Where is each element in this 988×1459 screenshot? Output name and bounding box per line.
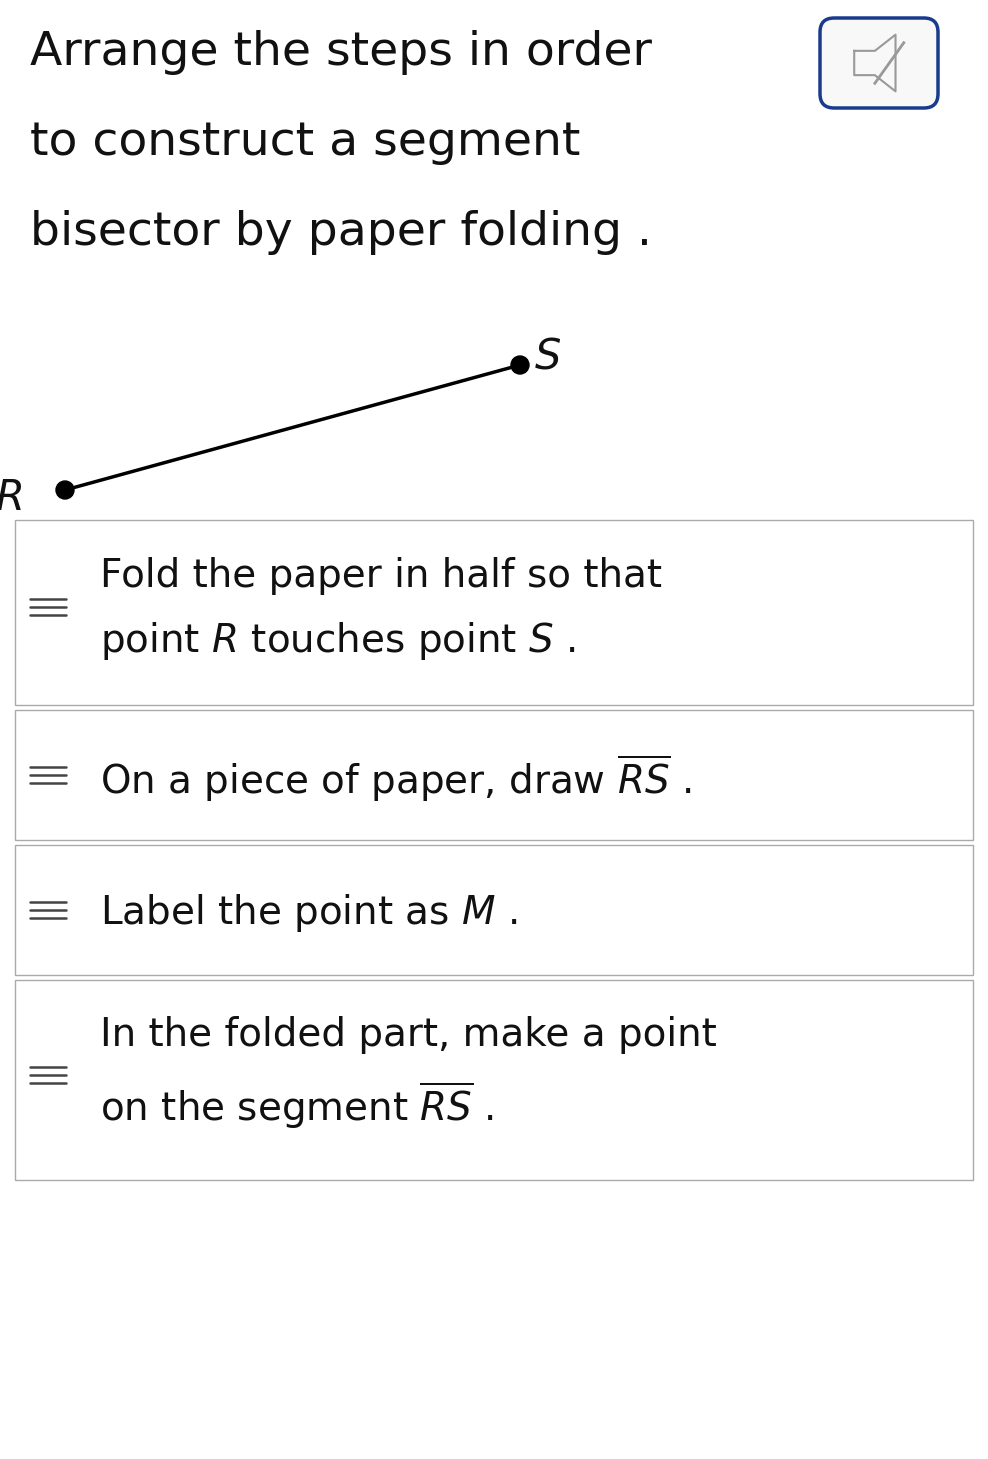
Bar	[15, 845, 973, 975]
FancyBboxPatch shape	[820, 18, 938, 108]
Bar	[15, 980, 973, 1180]
Text: point $R$ touches point $S$ .: point $R$ touches point $S$ .	[100, 620, 576, 662]
Text: bisector by paper folding .: bisector by paper folding .	[30, 210, 652, 255]
Text: on the segment $\overline{RS}$ .: on the segment $\overline{RS}$ .	[100, 1080, 494, 1131]
Text: In the folded part, make a point: In the folded part, make a point	[100, 1015, 716, 1053]
Text: R: R	[0, 477, 25, 519]
Circle shape	[511, 356, 529, 374]
Text: S: S	[535, 337, 561, 379]
Circle shape	[56, 481, 74, 499]
Text: Label the point as $M$ .: Label the point as $M$ .	[100, 891, 518, 934]
Bar	[15, 711, 973, 840]
Text: to construct a segment: to construct a segment	[30, 120, 580, 165]
Bar	[15, 519, 973, 705]
Text: Arrange the steps in order: Arrange the steps in order	[30, 31, 652, 74]
Text: On a piece of paper, draw $\overline{RS}$ .: On a piece of paper, draw $\overline{RS}…	[100, 753, 692, 804]
Text: Fold the paper in half so that: Fold the paper in half so that	[100, 557, 662, 595]
